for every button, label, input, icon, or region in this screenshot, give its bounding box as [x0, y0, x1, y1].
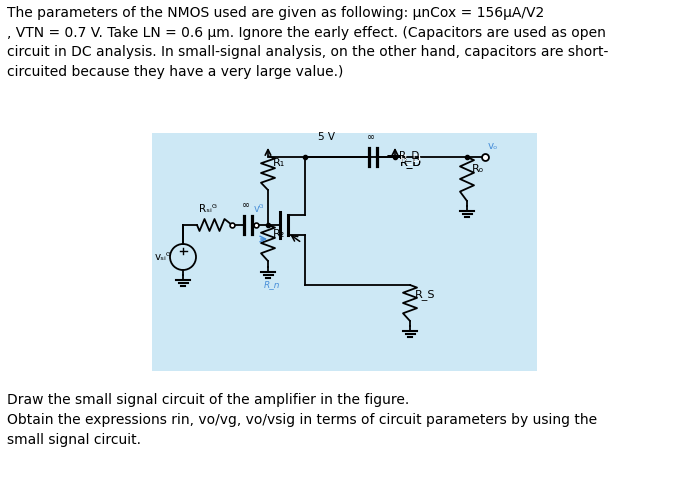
Text: R_D: R_D: [400, 157, 422, 168]
Text: R₁: R₁: [273, 158, 285, 168]
Bar: [152, 133, 537, 371]
Text: The parameters of the NMOS used are given as following: μnCox = 156μA/V2
, VTN =: The parameters of the NMOS used are give…: [7, 6, 609, 78]
Text: Rₒ: Rₒ: [472, 164, 484, 174]
Text: ∞: ∞: [367, 132, 375, 142]
Text: vₒ: vₒ: [488, 141, 498, 151]
Text: R₂: R₂: [273, 229, 285, 239]
Text: R_n: R_n: [264, 280, 281, 289]
Text: vₛᵢᴳ: vₛᵢᴳ: [155, 252, 172, 262]
Text: R_S: R_S: [415, 289, 435, 300]
Text: 5 V: 5 V: [317, 132, 335, 142]
Text: R_D: R_D: [400, 157, 422, 168]
Text: R_D: R_D: [399, 150, 420, 161]
Text: Draw the small signal circuit of the amplifier in the figure.
Obtain the express: Draw the small signal circuit of the amp…: [7, 393, 597, 447]
Text: Rₛᵢᴳ: Rₛᵢᴳ: [199, 204, 217, 214]
Text: R_D: R_D: [400, 153, 422, 164]
Text: ∞: ∞: [242, 200, 250, 210]
Text: vᴳ: vᴳ: [254, 204, 264, 214]
